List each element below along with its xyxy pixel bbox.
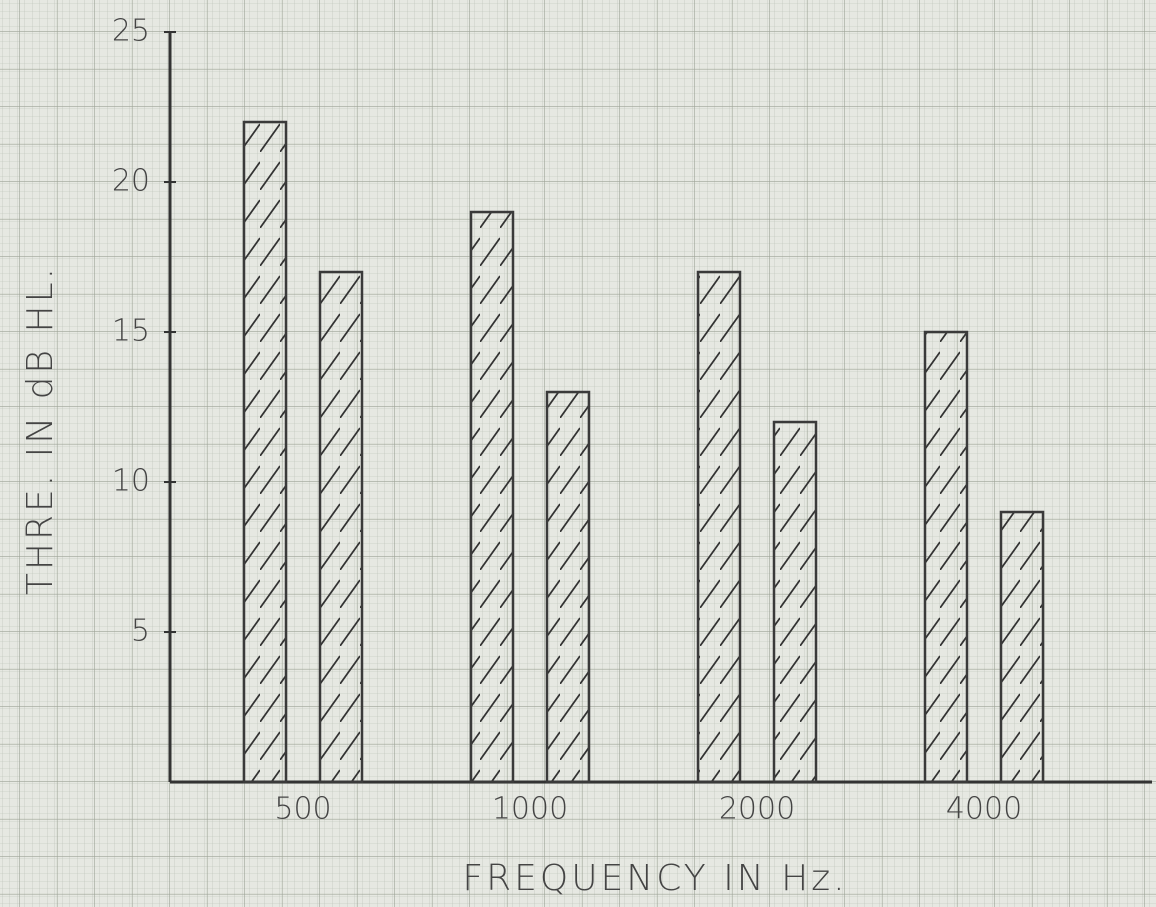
y-tick-label: 20 (112, 164, 150, 199)
bar (244, 122, 286, 782)
bar (1001, 512, 1043, 782)
x-tick-label: 4000 (946, 792, 1022, 827)
bar (698, 272, 740, 782)
bar (320, 272, 362, 782)
bar (471, 212, 513, 782)
x-axis-title: FREQUENCY IN Hz. (462, 858, 847, 899)
x-tick-label: 500 (274, 792, 331, 827)
chart: FREQUENCY IN Hz. THRE. IN dB HL. 5 10 15 20… (0, 0, 1156, 907)
y-tick-label: 5 (131, 614, 150, 649)
y-tick-label: 15 (112, 314, 150, 349)
y-tick-label: 25 (112, 14, 150, 49)
y-axis-title: THRE. IN dB HL. (20, 265, 61, 595)
x-tick-label: 2000 (719, 792, 795, 827)
x-tick-label: 1000 (492, 792, 568, 827)
bar (547, 392, 589, 782)
bar (774, 422, 816, 782)
y-tick-label: 10 (112, 464, 150, 499)
page: FREQUENCY IN Hz. THRE. IN dB HL. 5 10 15 20… (0, 0, 1156, 907)
bar (925, 332, 967, 782)
